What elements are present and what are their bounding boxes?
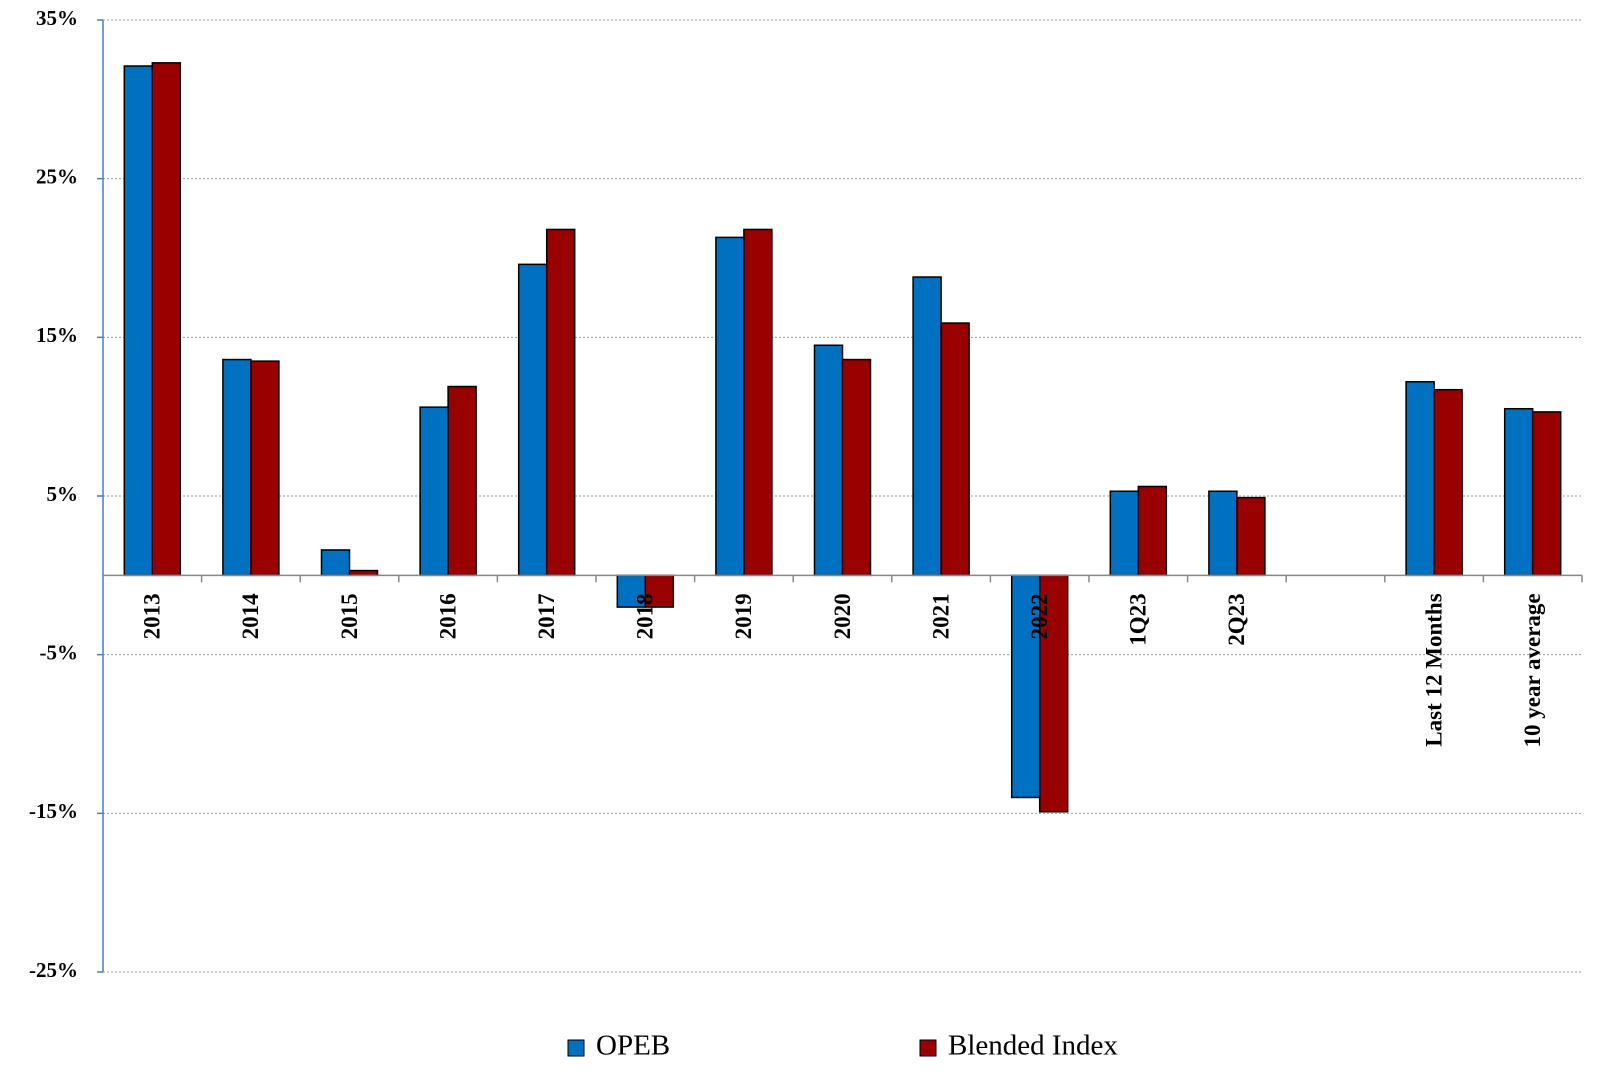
bar: [1503, 407, 1534, 577]
bar: [841, 358, 872, 577]
bar: [940, 322, 970, 577]
bar: [1236, 496, 1266, 577]
y-tick-label: 15%: [36, 323, 78, 347]
bar: [517, 263, 548, 577]
y-tick-label: 5%: [47, 482, 79, 506]
bar: [545, 228, 576, 577]
x-tick-label: 10 year average: [1520, 593, 1545, 747]
x-tick-label: 2019: [731, 593, 756, 639]
bar: [151, 62, 182, 577]
x-tick-label: Last 12 Months: [1421, 593, 1446, 746]
x-tick-label: 2022: [1027, 593, 1052, 639]
bar: [743, 228, 773, 577]
legend-label: Blended Index: [948, 1030, 1118, 1062]
bar: [419, 406, 449, 577]
bar: [1433, 388, 1463, 577]
x-tick-label: 2020: [830, 593, 855, 639]
legend-swatch: [919, 1039, 937, 1057]
bar: [1531, 411, 1562, 577]
x-tick-label: 2015: [337, 593, 362, 639]
x-tick-label: 1Q23: [1126, 593, 1151, 645]
x-tick-label: 2017: [534, 593, 559, 639]
legend-label: OPEB: [596, 1030, 670, 1062]
x-tick-label: 2Q23: [1224, 593, 1249, 645]
bar: [616, 574, 647, 608]
bar: [1405, 381, 1435, 577]
x-tick-label: 2013: [140, 593, 165, 639]
bar: [320, 549, 351, 577]
bar: [1137, 485, 1168, 577]
y-tick-label: -15%: [29, 799, 78, 823]
bar: [250, 360, 280, 577]
bar: [912, 276, 942, 577]
legend-swatch: [567, 1039, 585, 1057]
y-tick-label: -25%: [29, 958, 78, 982]
bar: [1109, 490, 1140, 577]
y-tick-label: -5%: [40, 640, 79, 664]
x-tick-label: 2021: [928, 593, 953, 639]
x-tick-label: 2016: [435, 593, 460, 639]
y-tick-label: 25%: [36, 164, 78, 188]
y-tick-label: 35%: [36, 6, 78, 30]
bar: [222, 358, 252, 577]
bar: [813, 344, 844, 577]
bar: [715, 236, 745, 577]
x-tick-label: 2018: [633, 593, 658, 639]
bar: [447, 385, 477, 577]
bar: [123, 65, 154, 577]
x-tick-label: 2014: [238, 593, 263, 640]
bar: [1208, 490, 1238, 577]
